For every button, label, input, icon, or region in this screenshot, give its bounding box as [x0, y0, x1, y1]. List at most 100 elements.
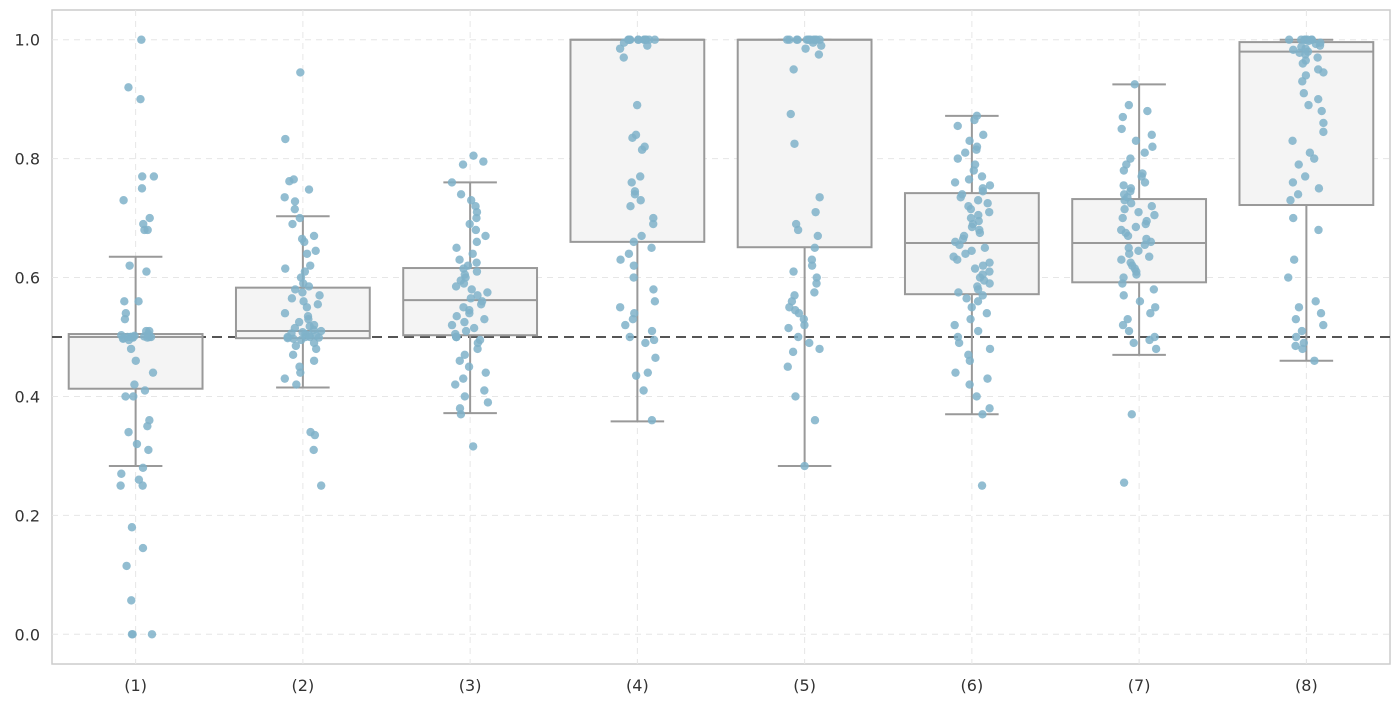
point-layer	[116, 35, 1328, 639]
data-point	[281, 264, 290, 273]
data-point	[471, 225, 481, 235]
data-point	[304, 282, 314, 291]
data-point	[624, 249, 634, 258]
data-point	[1120, 204, 1129, 214]
data-point	[1147, 130, 1156, 140]
data-point	[811, 207, 820, 217]
data-point	[447, 320, 457, 330]
data-point	[643, 368, 653, 377]
data-point	[1148, 142, 1157, 151]
data-point	[1319, 127, 1328, 137]
data-point	[955, 240, 964, 250]
data-point	[126, 344, 136, 354]
data-point	[1284, 35, 1294, 44]
data-point	[304, 314, 313, 324]
data-point	[1117, 124, 1126, 134]
data-point	[302, 303, 312, 312]
data-point	[970, 115, 979, 125]
data-point	[1143, 106, 1152, 116]
data-point	[961, 249, 970, 258]
data-point	[459, 374, 468, 383]
data-point	[967, 222, 977, 232]
data-point	[1294, 303, 1304, 312]
data-point	[815, 344, 824, 354]
data-point	[1315, 41, 1325, 50]
data-point	[461, 326, 471, 336]
data-point	[129, 392, 138, 401]
data-point	[1151, 344, 1161, 354]
data-point	[472, 213, 481, 223]
data-point	[451, 380, 460, 389]
data-point	[1151, 303, 1160, 312]
data-point	[120, 297, 129, 306]
data-point	[784, 323, 793, 333]
data-point	[465, 219, 474, 229]
data-point	[1293, 190, 1303, 199]
data-point	[962, 294, 971, 303]
data-point	[985, 181, 995, 190]
data-point	[1304, 36, 1313, 46]
data-point	[1126, 154, 1135, 163]
y-tick-label: 1.0	[15, 31, 40, 50]
data-point	[466, 294, 475, 303]
data-point	[972, 392, 981, 401]
data-point	[1289, 213, 1298, 223]
data-point	[812, 273, 821, 282]
data-point	[1119, 166, 1129, 175]
data-point	[481, 231, 490, 241]
data-point	[465, 309, 474, 318]
data-point	[1118, 112, 1128, 122]
data-point	[619, 38, 629, 47]
data-point	[619, 53, 628, 62]
data-point	[316, 481, 326, 490]
data-point	[479, 157, 488, 166]
x-tick-label: (2)	[292, 676, 315, 695]
data-point	[285, 177, 294, 186]
data-point	[1140, 148, 1149, 157]
data-point	[311, 344, 321, 354]
data-point	[472, 258, 481, 267]
data-point	[124, 83, 133, 92]
data-point	[631, 371, 641, 380]
data-point	[314, 333, 324, 342]
data-point	[288, 350, 298, 360]
data-point	[132, 439, 142, 449]
data-point	[791, 392, 800, 401]
data-point	[1316, 309, 1326, 318]
data-point	[1146, 309, 1155, 318]
data-point	[985, 258, 994, 267]
data-point	[649, 219, 658, 229]
data-point	[800, 461, 809, 471]
data-point	[983, 199, 992, 208]
data-point	[783, 362, 792, 371]
x-tick-label: (1)	[124, 676, 147, 695]
data-point	[961, 148, 970, 157]
data-point	[1291, 332, 1301, 342]
data-point	[985, 207, 994, 217]
data-point	[131, 356, 140, 365]
data-point	[625, 332, 635, 342]
data-point	[615, 303, 625, 312]
y-tick-label: 0.4	[15, 387, 40, 406]
data-point	[1124, 326, 1134, 336]
data-point	[1305, 148, 1315, 157]
data-point	[464, 362, 474, 371]
data-point	[136, 94, 145, 104]
data-point	[973, 326, 983, 336]
data-point	[1119, 478, 1129, 487]
data-point	[964, 175, 974, 184]
data-point	[127, 596, 136, 605]
data-point	[291, 341, 301, 351]
data-point	[1134, 207, 1143, 217]
data-point	[466, 196, 476, 205]
data-point	[1129, 338, 1138, 348]
data-point	[149, 172, 159, 181]
data-point	[801, 44, 810, 53]
data-point	[1131, 222, 1141, 232]
x-tick-label: (8)	[1295, 676, 1318, 695]
data-point	[786, 109, 795, 119]
data-point	[810, 243, 819, 253]
data-point	[647, 416, 657, 425]
data-point	[1127, 410, 1136, 419]
data-point	[649, 213, 658, 223]
